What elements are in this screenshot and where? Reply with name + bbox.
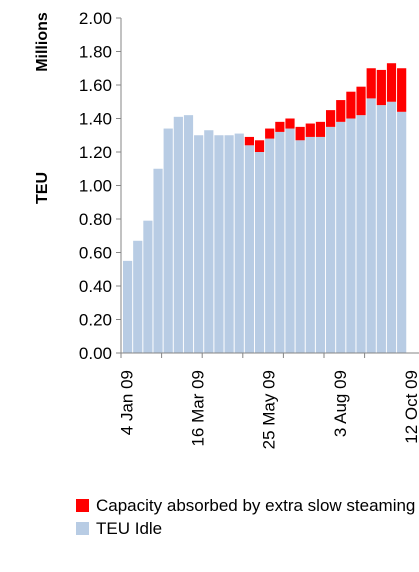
y-tick-label: 0.80 <box>79 210 112 229</box>
bar-slow-steaming <box>315 121 326 137</box>
legend-item-teu-idle: TEU Idle <box>76 517 416 540</box>
bar-slow-steaming <box>336 100 346 122</box>
bar-slow-steaming <box>305 123 315 137</box>
y-axis-title-teu: TEU <box>34 172 51 204</box>
bar-teu-idle <box>305 136 315 353</box>
bars-group <box>123 63 407 354</box>
bar-slow-steaming <box>285 118 295 129</box>
y-axis-title-millions: Millions <box>34 12 51 72</box>
x-tick-label: 25 May 09 <box>260 370 279 449</box>
y-tick-label: 1.00 <box>79 177 112 196</box>
bar-teu-idle <box>346 118 356 353</box>
bar-slow-steaming <box>254 140 265 152</box>
bar-teu-idle <box>214 135 224 353</box>
bar-slow-steaming <box>397 68 407 112</box>
bar-teu-idle <box>224 135 234 353</box>
legend-label-slow-steaming: Capacity absorbed by extra slow steaming <box>96 496 416 515</box>
bar-teu-idle <box>204 130 214 353</box>
bar-teu-idle <box>285 128 295 353</box>
y-tick-label: 0.40 <box>79 277 112 296</box>
y-tick-label: 2.00 <box>79 9 112 28</box>
y-tick-label: 1.60 <box>79 76 112 95</box>
bar-teu-idle <box>163 128 173 353</box>
bar-slow-steaming <box>386 63 397 102</box>
bar-slow-steaming <box>244 136 254 146</box>
x-tick-label: 3 Aug 09 <box>331 370 350 437</box>
bar-slow-steaming <box>356 86 366 116</box>
bar-teu-idle <box>194 135 204 353</box>
bar-teu-idle <box>336 121 346 353</box>
bar-teu-idle <box>275 131 285 353</box>
bar-teu-idle <box>234 133 244 353</box>
legend-swatch-blue <box>76 522 89 535</box>
legend-label-teu-idle: TEU Idle <box>96 519 163 538</box>
bar-slow-steaming <box>275 121 285 132</box>
bar-teu-idle <box>315 136 326 353</box>
bar-teu-idle <box>123 260 133 353</box>
bar-slow-steaming <box>295 126 305 141</box>
bar-teu-idle <box>173 116 183 353</box>
x-tick-label: 4 Jan 09 <box>118 370 137 435</box>
y-tick-label: 0.20 <box>79 311 112 330</box>
bar-teu-idle <box>143 220 153 353</box>
legend-swatch-red <box>76 499 89 512</box>
x-tick-label: 16 Mar 09 <box>189 370 208 447</box>
bar-teu-idle <box>133 240 143 353</box>
y-tick-label: 0.60 <box>79 244 112 263</box>
bar-teu-idle <box>153 168 163 353</box>
y-tick-label: 1.40 <box>79 110 112 129</box>
bar-teu-idle <box>366 98 376 354</box>
bar-teu-idle <box>244 145 254 353</box>
y-tick-label: 1.20 <box>79 143 112 162</box>
bar-teu-idle <box>397 111 407 353</box>
bar-slow-steaming <box>326 110 336 127</box>
y-axis: 2.00 1.80 1.60 1.40 1.20 1.00 0.80 0.60 0.40 0.20… <box>79 9 122 363</box>
x-axis: 4 Jan 09 16 Mar 09 25 May 09 3 Aug 09 12 Oct… <box>118 352 419 449</box>
bar-teu-idle <box>254 152 265 353</box>
bar-teu-idle <box>183 115 194 354</box>
bar-slow-steaming <box>265 128 275 139</box>
bar-teu-idle <box>265 138 275 353</box>
bar-slow-steaming <box>366 68 376 99</box>
y-tick-label: 1.80 <box>79 43 112 62</box>
bar-chart: 2.00 1.80 1.60 1.40 1.20 1.00 0.80 0.60 0.40 0.20… <box>34 9 419 449</box>
x-tick-label: 12 Oct 09 <box>402 370 419 444</box>
bar-teu-idle <box>356 115 366 354</box>
legend: Capacity absorbed by extra slow steaming… <box>76 494 416 540</box>
bar-teu-idle <box>295 140 305 353</box>
bar-teu-idle <box>326 126 336 353</box>
legend-item-slow-steaming: Capacity absorbed by extra slow steaming <box>76 494 416 517</box>
bar-slow-steaming <box>376 69 386 106</box>
bar-slow-steaming <box>346 91 356 119</box>
y-tick-label: 0.00 <box>79 344 112 363</box>
bar-teu-idle <box>376 105 386 353</box>
bar-teu-idle <box>386 101 397 353</box>
